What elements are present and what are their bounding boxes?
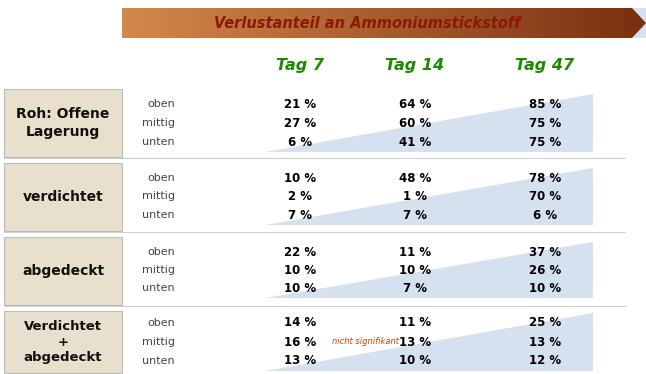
Text: 10 %: 10 % [529,282,561,294]
Text: 13 %: 13 % [399,335,431,349]
Text: nicht signifikant: nicht signifikant [332,337,399,346]
Text: 11 %: 11 % [399,245,431,258]
Text: 13 %: 13 % [284,355,316,368]
Text: 7 %: 7 % [403,208,427,221]
Text: 10 %: 10 % [284,282,316,294]
Text: 64 %: 64 % [399,98,431,110]
Text: 10 %: 10 % [284,172,316,184]
Text: Roh: Offene
Lagerung: Roh: Offene Lagerung [16,107,110,139]
Text: mittig: mittig [142,191,175,201]
Text: 21 %: 21 % [284,98,316,110]
Text: Verdichtet
+
abgedeckt: Verdichtet + abgedeckt [24,319,102,365]
Text: 26 %: 26 % [529,264,561,276]
Text: 10 %: 10 % [284,264,316,276]
Polygon shape [265,168,593,225]
Text: 14 %: 14 % [284,316,316,329]
Text: abgedeckt: abgedeckt [22,264,104,278]
Bar [122,8,646,38]
Text: 11 %: 11 % [399,316,431,329]
Text: 7 %: 7 % [288,208,312,221]
Text: Verlustanteil an Ammoniumstickstoff: Verlustanteil an Ammoniumstickstoff [214,15,520,31]
Text: mittig: mittig [142,265,175,275]
Text: 25 %: 25 % [529,316,561,329]
Polygon shape [265,242,593,298]
Text: 48 %: 48 % [399,172,431,184]
Text: Tag 47: Tag 47 [516,58,574,73]
Text: 70 %: 70 % [529,190,561,202]
Text: 1 %: 1 % [403,190,427,202]
Text: mittig: mittig [142,118,175,128]
FancyBboxPatch shape [4,163,122,231]
Text: mittig: mittig [142,337,175,347]
FancyBboxPatch shape [4,311,122,373]
Text: 13 %: 13 % [529,335,561,349]
Text: 41 %: 41 % [399,135,431,148]
Text: 6 %: 6 % [533,208,557,221]
Text: oben: oben [147,318,175,328]
Text: verdichtet: verdichtet [23,190,103,204]
Text: 6 %: 6 % [288,135,312,148]
Text: 78 %: 78 % [529,172,561,184]
FancyBboxPatch shape [4,89,122,157]
Text: 10 %: 10 % [399,264,431,276]
Text: 16 %: 16 % [284,335,316,349]
Text: oben: oben [147,173,175,183]
Text: unten: unten [142,283,175,293]
Text: 60 %: 60 % [399,116,431,129]
Text: 27 %: 27 % [284,116,316,129]
Text: 75 %: 75 % [529,135,561,148]
Text: 10 %: 10 % [399,355,431,368]
Polygon shape [265,313,593,371]
Text: 2 %: 2 % [288,190,312,202]
Text: 37 %: 37 % [529,245,561,258]
Text: unten: unten [142,137,175,147]
Text: oben: oben [147,247,175,257]
Text: 75 %: 75 % [529,116,561,129]
FancyBboxPatch shape [4,237,122,305]
Text: 12 %: 12 % [529,355,561,368]
Text: 22 %: 22 % [284,245,316,258]
Polygon shape [265,94,593,152]
Text: 85 %: 85 % [529,98,561,110]
Text: unten: unten [142,356,175,366]
Text: oben: oben [147,99,175,109]
Text: Tag 14: Tag 14 [386,58,444,73]
Text: Tag 7: Tag 7 [276,58,324,73]
Text: 7 %: 7 % [403,282,427,294]
Text: unten: unten [142,210,175,220]
